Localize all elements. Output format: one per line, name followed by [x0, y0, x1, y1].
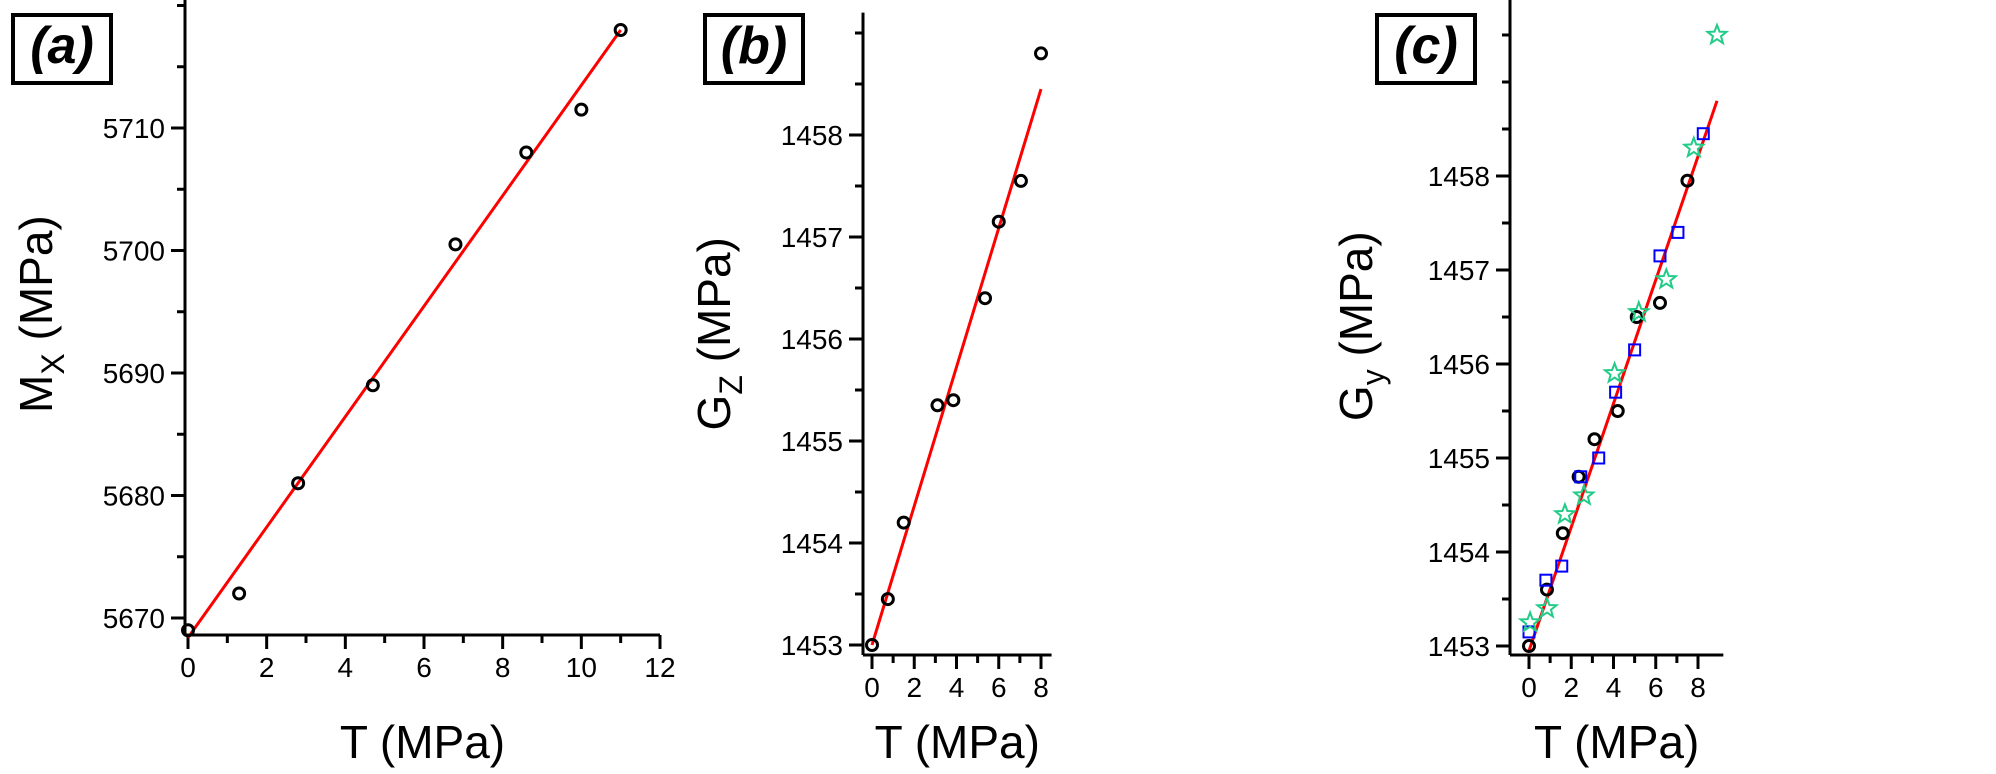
- chart-panel-b: 0 2 4 6 8 1453 1454 1455 1456 1457 1458 (b) T (MPa) G…: [688, 12, 1052, 768]
- x-tick-label: 2: [1563, 672, 1579, 703]
- data-point-square: [1539, 573, 1553, 587]
- y-tick-label: 5690: [103, 358, 165, 389]
- x-tick-label: 12: [644, 652, 675, 683]
- y-axis-title: GZ (MPa): [688, 237, 749, 430]
- data-point-circle: [1652, 295, 1667, 310]
- data-point-star: [1571, 482, 1597, 507]
- x-tick-label: 6: [416, 652, 432, 683]
- data-point-circle: [574, 102, 589, 117]
- y-tick-label: 5670: [103, 603, 165, 634]
- data-point-circle: [1522, 639, 1536, 653]
- data-point-circle: [946, 393, 961, 408]
- y-tick-label: 5680: [103, 481, 165, 512]
- x-tick-label: 2: [259, 652, 275, 683]
- fit-line: [870, 88, 1043, 646]
- data-point-star: [1552, 501, 1578, 525]
- data-point-square: [1592, 451, 1606, 465]
- data-point-circle: [1013, 173, 1028, 188]
- x-axis-title: T (MPa): [1534, 716, 1699, 768]
- data-point-circle: [519, 145, 534, 160]
- x-tick-label: 0: [180, 652, 196, 683]
- x-tick-label: 4: [1606, 672, 1622, 703]
- data-point-circle: [1034, 46, 1048, 61]
- y-tick-label: 1453: [781, 630, 843, 661]
- data-point-square: [1609, 385, 1623, 399]
- x-tick-label: 4: [949, 672, 965, 703]
- y-tick-label: 1457: [781, 222, 843, 253]
- data-point-circle: [1629, 310, 1644, 324]
- x-tick-label: 0: [1521, 672, 1537, 703]
- data-point-circle: [1680, 173, 1695, 188]
- y-axis-title: Gy (MPa): [1330, 231, 1391, 421]
- data-point-circle: [181, 623, 195, 638]
- panel-label: (b): [721, 17, 787, 75]
- x-tick-label: 2: [906, 672, 922, 703]
- data-point-circle: [865, 638, 879, 652]
- data-point-star: [1681, 134, 1707, 159]
- y-tick-label: 1458: [1428, 161, 1490, 192]
- data-point-circle: [896, 515, 911, 530]
- data-point-circle: [1539, 582, 1554, 597]
- x-tick-label: 6: [991, 672, 1007, 703]
- data-point-circle: [291, 476, 306, 491]
- panel-label-box: [11, 13, 113, 85]
- x-tick-label: 8: [495, 652, 511, 683]
- data-point-circle: [1555, 526, 1570, 541]
- data-point-circle: [232, 586, 247, 601]
- fit-line: [186, 29, 622, 639]
- chart-panel-a: 0 2 4 6 8 10 12 5670 5680 5690 5700 5710 (a) T (MPa) M…: [10, 0, 676, 768]
- data-point-square: [1653, 249, 1667, 263]
- data-point-square: [1696, 127, 1710, 141]
- data-point-circle: [978, 291, 993, 306]
- data-point-circle: [1587, 432, 1602, 447]
- panel-label: (c): [1394, 17, 1458, 75]
- chart-panel-c: 0 2 4 6 8 1453 1454 1455 1456 1457 1458 (c) T (MPa) G…: [1330, 0, 1730, 768]
- x-axis-title: T (MPa): [875, 716, 1040, 768]
- y-axis-title: MX (MPa): [10, 215, 71, 413]
- y-tick-label: 1455: [781, 426, 843, 457]
- data-point-star: [1602, 360, 1627, 384]
- x-axis-title: T (MPa): [340, 716, 505, 768]
- x-tick-label: 6: [1648, 672, 1664, 703]
- x-tick-label: 8: [1690, 672, 1706, 703]
- y-tick-label: 5710: [103, 113, 165, 144]
- y-tick-label: 1458: [781, 120, 843, 151]
- data-point-square: [1574, 470, 1588, 484]
- data-point-circle: [1610, 404, 1625, 418]
- data-point-square: [1555, 559, 1569, 573]
- data-point-star: [1626, 299, 1652, 323]
- y-tick-label: 5700: [103, 236, 165, 267]
- y-tick-label: 1457: [1428, 255, 1490, 286]
- y-tick-label: 1456: [1428, 349, 1490, 380]
- x-tick-label: 10: [566, 652, 597, 683]
- data-point-star: [1704, 22, 1730, 46]
- y-tick-label: 1453: [1428, 631, 1490, 662]
- data-point-circle: [613, 23, 628, 37]
- x-tick-label: 4: [338, 652, 354, 683]
- data-point-star: [1534, 595, 1560, 619]
- x-tick-label: 8: [1033, 672, 1049, 703]
- y-tick-label: 1456: [781, 324, 843, 355]
- data-point-circle: [880, 592, 895, 607]
- data-point-circle: [930, 398, 945, 413]
- x-tick-label: 0: [864, 672, 880, 703]
- fit-line: [1527, 100, 1719, 652]
- y-tick-label: 1454: [781, 528, 843, 559]
- panel-label-box: [703, 13, 805, 85]
- data-point-star: [1654, 266, 1679, 290]
- data-point-circle: [365, 378, 380, 393]
- panel-label-box: [1375, 13, 1477, 85]
- data-point-circle: [991, 214, 1006, 229]
- data-point-circle: [448, 237, 463, 252]
- data-point-square: [1628, 343, 1642, 357]
- data-point-star: [1517, 609, 1543, 633]
- data-point-square: [1671, 225, 1685, 239]
- panel-label: (a): [30, 17, 94, 75]
- y-tick-label: 1454: [1428, 537, 1490, 568]
- y-tick-label: 1455: [1428, 443, 1490, 474]
